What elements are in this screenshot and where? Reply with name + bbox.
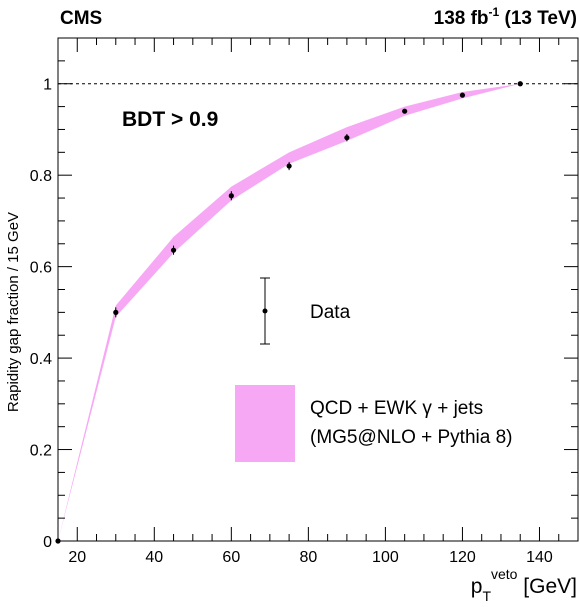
legend-mc-swatch xyxy=(235,385,295,462)
data-point xyxy=(517,81,523,87)
legend: Data QCD + EWK γ + jets (MG5@NLO + Pythi… xyxy=(235,277,513,462)
y-tick-label: 0.6 xyxy=(30,260,52,277)
y-axis-title: Rapidity gap fraction / 15 GeV xyxy=(5,212,22,412)
x-tick-label: 120 xyxy=(449,549,476,566)
data-point xyxy=(170,247,177,253)
data-point xyxy=(113,309,119,315)
lumi-label: 138 fb-1 (13 TeV) xyxy=(434,5,577,29)
x-tick-label: 40 xyxy=(145,549,163,566)
y-tick-label: 0 xyxy=(43,534,52,551)
data-point xyxy=(402,108,408,114)
x-tick-label: 80 xyxy=(299,549,317,566)
axes-layer: 20 40 60 80 100 120 140 0 0.2 0.4 0.6 0.8 1 xyxy=(30,37,579,566)
y-tick-label: 0.2 xyxy=(30,443,52,460)
x-tick-label: 100 xyxy=(372,549,399,566)
y-tick-label: 1 xyxy=(43,77,52,94)
legend-mc-label-2: (MG5@NLO + Pythia 8) xyxy=(310,427,513,448)
data-points-layer xyxy=(55,81,523,544)
legend-mc-label: QCD + EWK γ + jets xyxy=(310,398,483,419)
y-tick-label: 0.8 xyxy=(30,168,52,185)
data-point xyxy=(344,135,350,141)
legend-data-label: Data xyxy=(310,302,351,323)
mc-band-layer xyxy=(58,83,521,542)
cut-label: BDT > 0.9 xyxy=(122,108,218,131)
mc-band xyxy=(58,83,521,542)
x-axis-title: pTveto [GeV] xyxy=(471,566,577,604)
data-point xyxy=(228,193,234,199)
legend-data-marker xyxy=(262,308,268,314)
experiment-label: CMS xyxy=(60,8,102,29)
x-tick-label: 60 xyxy=(222,549,240,566)
x-tick-label: 20 xyxy=(68,549,86,566)
data-point xyxy=(286,163,292,169)
x-tick-label: 140 xyxy=(526,549,553,566)
data-point xyxy=(459,92,466,98)
y-tick-label: 0.4 xyxy=(30,351,52,368)
